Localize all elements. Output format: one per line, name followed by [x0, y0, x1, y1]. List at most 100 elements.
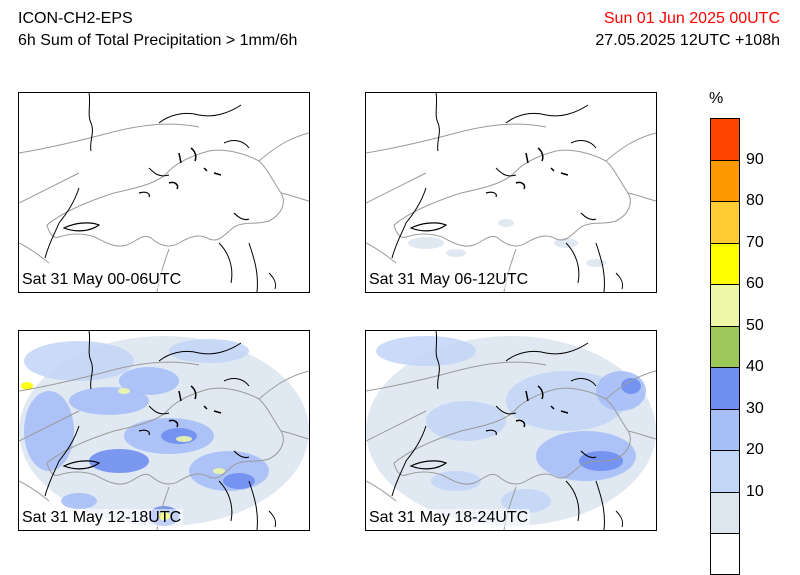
coastline-path [203, 405, 208, 410]
precip-area [69, 387, 149, 415]
coastline-path [233, 450, 250, 459]
valid-time: Sun 01 Jun 2025 00UTC [603, 10, 780, 27]
border-path [366, 480, 397, 502]
colorbar-tick-label: 70 [746, 233, 764, 251]
model-name: ICON-CH2-EPS [18, 10, 133, 27]
product-name: 6h Sum of Total Precipitation > 1mm/6h [18, 32, 298, 49]
coastline-path [391, 425, 427, 497]
coastline-path [409, 222, 448, 232]
coastline-path [570, 140, 597, 149]
colorbar-tick-label: 80 [746, 192, 764, 209]
panel-label: Sat 31 May 00-06UTC [20, 271, 184, 289]
colorbar-segment [710, 284, 740, 326]
geography-layer [19, 93, 309, 292]
border-path [627, 430, 656, 440]
coastline-path [550, 167, 555, 172]
coastline-path [537, 147, 544, 162]
coastline-path [218, 242, 233, 284]
coastline-path [178, 152, 182, 164]
coastline-path [190, 147, 197, 162]
coastline-path [505, 342, 589, 362]
time-block: Sun 01 Jun 2025 00UTC 27.05.2025 12UTC +… [595, 8, 780, 52]
coastline-path [537, 385, 544, 400]
colorbar-segment [710, 118, 740, 160]
map-panel-2: Sat 31 May 06-12UTC [365, 92, 657, 293]
geography-layer [19, 331, 309, 530]
precip-layer [366, 336, 656, 526]
coastline-path [615, 272, 624, 290]
colorbar-segment [710, 159, 740, 201]
coastline-path [203, 167, 208, 172]
coastline-path [268, 272, 277, 290]
colorbar-tick-label: 90 [746, 150, 764, 168]
colorbar-tick-label: 60 [746, 275, 764, 292]
coastline-path [525, 152, 529, 164]
precip-area [161, 428, 197, 444]
border-path [19, 361, 200, 392]
coastline-path [560, 172, 569, 176]
colorbar-tick-label: 20 [746, 441, 764, 458]
coastline-path [495, 167, 517, 177]
colorbar-segment [710, 367, 740, 409]
coastline-path [595, 242, 605, 292]
coastline-path [495, 405, 517, 415]
colorbar-segment [710, 408, 740, 450]
coastline-path [178, 390, 182, 402]
coastline-path [391, 187, 427, 259]
coastline-path [168, 181, 179, 190]
border-path [280, 430, 309, 440]
precip-area [408, 237, 444, 249]
coastline-path [223, 378, 250, 387]
precip-area [169, 339, 249, 363]
coastline-path [560, 410, 569, 414]
precip-area [176, 436, 192, 442]
border-path [605, 132, 656, 162]
colorbar-tick-label: 50 [746, 316, 764, 334]
coastline-path [525, 390, 529, 402]
coastline-path [565, 242, 580, 284]
geography-layer [366, 93, 656, 292]
border-path [19, 172, 80, 204]
colorbar-unit: % [709, 90, 724, 107]
colorbar-segment [710, 533, 740, 575]
border-path [366, 242, 397, 264]
border-path [366, 410, 427, 442]
colorbar-segment [710, 242, 740, 284]
map-svg [366, 93, 656, 292]
coastline-path [168, 419, 179, 428]
precip-area [498, 219, 514, 227]
title-block: ICON-CH2-EPS 6h Sum of Total Precipitati… [18, 8, 297, 52]
border-path [19, 480, 50, 502]
coastline-path [138, 429, 150, 436]
precip-layer [408, 219, 606, 267]
colorbar-segment [710, 325, 740, 367]
coastline-path [218, 480, 233, 522]
border-path [19, 410, 80, 442]
map-svg [366, 331, 656, 530]
map-svg [19, 93, 309, 292]
coastline-path [515, 181, 526, 190]
coastline-path [615, 510, 624, 528]
border-path [258, 132, 309, 162]
precip-area [446, 249, 466, 257]
coastline-path [233, 212, 250, 221]
coastline-path [435, 331, 440, 390]
coastline-path [565, 480, 580, 522]
border-path [19, 242, 50, 264]
coastline-path [223, 140, 250, 149]
map-svg [19, 331, 309, 530]
precip-area [376, 336, 476, 366]
coastline-path [595, 480, 605, 530]
coastline-path [148, 167, 170, 177]
border-path [19, 123, 200, 154]
precip-area [223, 473, 255, 489]
map-panel-4: Sat 31 May 18-24UTC [365, 330, 657, 531]
coastline-path [88, 93, 93, 152]
border-path [258, 370, 309, 400]
colorbar-segment [710, 491, 740, 533]
coastline-path [62, 460, 101, 470]
coastline-path [62, 222, 101, 232]
panel-label: Sat 31 May 12-18UTC [20, 509, 184, 527]
precip-area [24, 341, 134, 381]
colorbar-tick-label: 30 [746, 399, 764, 417]
